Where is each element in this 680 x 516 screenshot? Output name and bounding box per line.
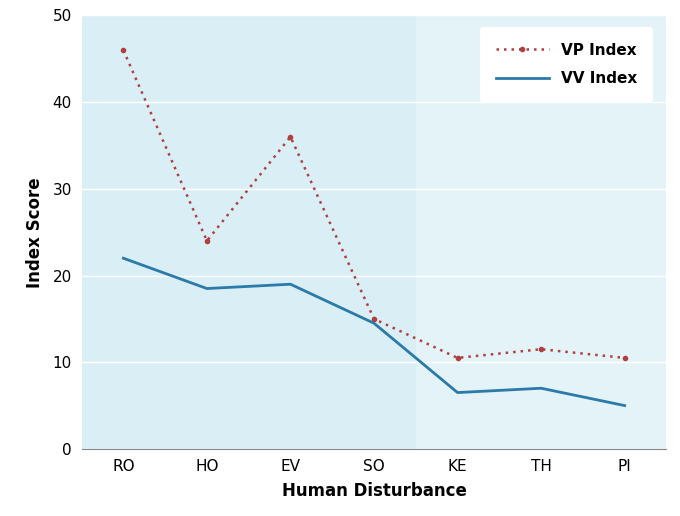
- Y-axis label: Index Score: Index Score: [26, 177, 44, 287]
- Bar: [82, 15, 415, 449]
- Bar: [415, 15, 666, 449]
- Legend: VP Index, VV Index: VP Index, VV Index: [480, 27, 653, 102]
- X-axis label: Human Disturbance: Human Disturbance: [282, 482, 466, 500]
